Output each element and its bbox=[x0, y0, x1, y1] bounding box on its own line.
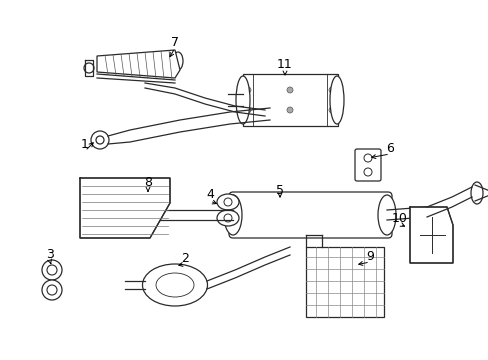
Ellipse shape bbox=[470, 182, 482, 204]
Circle shape bbox=[47, 265, 57, 275]
Circle shape bbox=[244, 107, 250, 113]
FancyBboxPatch shape bbox=[228, 192, 391, 238]
Circle shape bbox=[286, 87, 292, 93]
Text: 6: 6 bbox=[385, 141, 393, 154]
Ellipse shape bbox=[173, 52, 183, 70]
Text: 11: 11 bbox=[277, 58, 292, 72]
Text: 5: 5 bbox=[275, 184, 284, 197]
Circle shape bbox=[328, 87, 334, 93]
Polygon shape bbox=[97, 50, 180, 78]
Ellipse shape bbox=[329, 76, 343, 124]
Circle shape bbox=[363, 168, 371, 176]
Circle shape bbox=[91, 131, 109, 149]
Circle shape bbox=[244, 87, 250, 93]
Circle shape bbox=[42, 280, 62, 300]
Circle shape bbox=[47, 285, 57, 295]
Circle shape bbox=[150, 185, 160, 195]
Circle shape bbox=[328, 107, 334, 113]
Text: 1: 1 bbox=[81, 139, 89, 152]
Ellipse shape bbox=[377, 195, 395, 235]
Circle shape bbox=[423, 227, 439, 243]
Bar bbox=[243, 74, 337, 126]
Ellipse shape bbox=[142, 264, 207, 306]
Text: 3: 3 bbox=[46, 248, 54, 261]
Ellipse shape bbox=[156, 273, 194, 297]
Text: 9: 9 bbox=[366, 249, 373, 262]
Circle shape bbox=[42, 260, 62, 280]
Circle shape bbox=[90, 185, 100, 195]
Text: 4: 4 bbox=[205, 189, 214, 202]
Ellipse shape bbox=[217, 210, 239, 226]
Polygon shape bbox=[80, 178, 170, 238]
Ellipse shape bbox=[263, 104, 272, 122]
Polygon shape bbox=[409, 207, 452, 263]
Ellipse shape bbox=[224, 195, 242, 235]
Circle shape bbox=[224, 214, 231, 222]
Ellipse shape bbox=[217, 194, 239, 210]
FancyBboxPatch shape bbox=[354, 149, 380, 181]
Text: 8: 8 bbox=[143, 175, 152, 189]
Circle shape bbox=[84, 63, 94, 73]
Circle shape bbox=[96, 136, 104, 144]
Bar bbox=[305, 247, 383, 317]
Circle shape bbox=[224, 198, 231, 206]
Circle shape bbox=[140, 223, 150, 233]
Text: 7: 7 bbox=[171, 36, 179, 49]
Text: 10: 10 bbox=[391, 211, 407, 225]
Circle shape bbox=[90, 221, 100, 231]
Ellipse shape bbox=[236, 76, 249, 124]
Circle shape bbox=[286, 107, 292, 113]
Text: 2: 2 bbox=[181, 252, 188, 265]
Circle shape bbox=[363, 154, 371, 162]
